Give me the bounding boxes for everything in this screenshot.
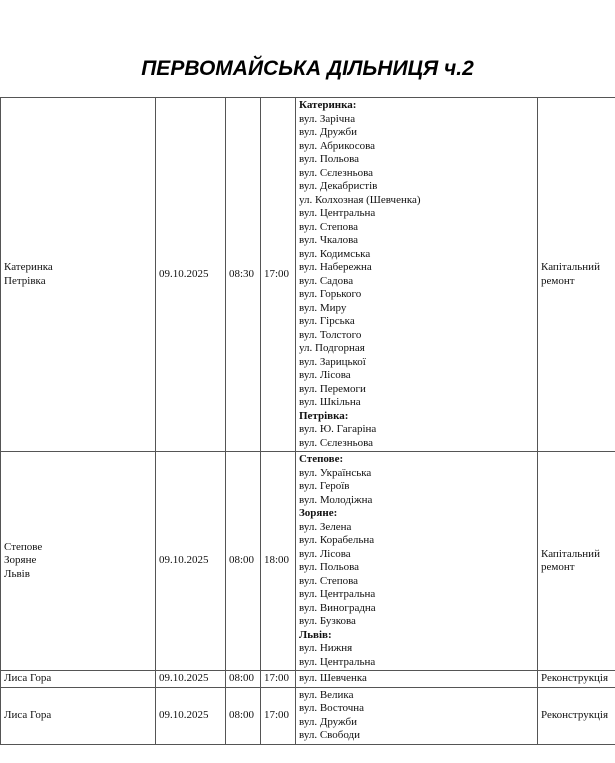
settlement-name: Зоряне — [4, 554, 37, 567]
street-name: вул. Центральна — [299, 207, 376, 219]
work-type: ремонт — [541, 274, 575, 287]
settlement-name: Катеринка — [4, 261, 53, 273]
settlement-heading-text: Зоряне: — [299, 507, 338, 519]
street-name: вул. Центральна — [299, 588, 376, 600]
work-type: Капітальний — [541, 547, 600, 560]
street-name: вул. Восточна — [299, 702, 364, 714]
street-name: вул. Степова — [299, 220, 359, 233]
settlement-name: Львів — [4, 567, 30, 580]
street-name: вул. Велика — [299, 688, 354, 701]
settlement-name: Лиса Гора — [4, 672, 52, 684]
street-name: вул. Чкалова — [299, 234, 359, 246]
street-name: вул. Польова — [299, 153, 360, 165]
settlement-heading: Степове: — [299, 453, 534, 467]
street-name: вул. Виноградна — [299, 601, 376, 614]
street-name: вул. Горького — [299, 288, 362, 300]
settlements-cell: Лиса Гора — [0, 686, 156, 745]
street-name: вул. Кодимська — [299, 247, 371, 260]
street-name: вул. Лісова — [299, 547, 351, 560]
street-name: вул. Центральна — [299, 655, 376, 668]
settlement-heading-text: Катеринка: — [299, 99, 357, 111]
street-name: вул. Свободи — [299, 729, 361, 741]
street-name: вул. Абрикосова — [299, 139, 376, 152]
settlements-cell: Лиса Гора — [0, 670, 156, 688]
street-name: вул. Молодіжна — [299, 493, 373, 506]
work-type: Реконструкція — [541, 672, 609, 684]
table-row: Катеринка Петрівка 09.10.2025 08:30 17:00 Кат… — [0, 97, 615, 452]
streets-cell: Степове: вул. Українська вул. Героїв вул. М… — [295, 451, 538, 671]
streets-cell: вул. Велика вул. Восточна вул. Дружби вул. … — [295, 686, 538, 745]
street-name: вул. Дружби — [299, 126, 357, 138]
end-cell: 17:00 — [260, 686, 296, 745]
street-name: вул. Сєлезньова — [299, 166, 374, 179]
work-type: Капітальний — [541, 261, 600, 273]
work-type: Реконструкція — [541, 708, 609, 721]
street-name: вул. Бузкова — [299, 615, 356, 627]
start-cell: 08:00 — [225, 451, 261, 671]
street-name: вул. Героїв — [299, 480, 350, 492]
street-name: вул. Зарічна — [299, 112, 356, 125]
settlement-name: Лиса Гора — [4, 708, 52, 721]
settlement-heading: Петрівка: — [299, 410, 534, 424]
start-cell: 08:00 — [225, 670, 261, 688]
work-type-cell: Реконструкція — [537, 686, 615, 745]
street-name: вул. Зелена — [299, 520, 352, 533]
street-name: вул. Корабельна — [299, 534, 375, 546]
street-name: вул. Декабристів — [299, 180, 378, 192]
street-name: вул. Перемоги — [299, 382, 366, 395]
settlement-heading-text: Львів: — [299, 628, 332, 641]
street-name: вул. Шевченка — [299, 672, 367, 684]
start-cell: 08:30 — [225, 97, 261, 452]
table-row: Лиса Гора 09.10.2025 08:00 17:00 вул. Шевчен… — [0, 670, 615, 688]
settlement-heading-text: Степове: — [299, 453, 344, 465]
street-name: вул. Набережна — [299, 261, 372, 273]
work-type-cell: Капітальний ремонт — [537, 451, 615, 671]
settlement-heading: Зоряне: — [299, 507, 534, 521]
street-name: вул. Сєлезньова — [299, 436, 374, 449]
settlements-cell: Степове Зоряне Львів — [0, 451, 156, 671]
table-row: Степове Зоряне Львів 09.10.2025 08:00 18:00 Ст… — [0, 451, 615, 671]
settlement-heading-text: Петрівка: — [299, 409, 349, 422]
date-cell: 09.10.2025 — [155, 670, 226, 688]
date-cell: 09.10.2025 — [155, 451, 226, 671]
streets-cell: Катеринка: вул. Зарічна вул. Дружби вул. Аб… — [295, 97, 538, 452]
street-name: вул. Толстого — [299, 328, 362, 341]
settlement-heading: Катеринка: — [299, 99, 534, 113]
settlement-name: Степове — [4, 540, 43, 553]
street-name: вул. Нижня — [299, 642, 353, 654]
end-cell: 18:00 — [260, 451, 296, 671]
date-cell: 09.10.2025 — [155, 686, 226, 745]
settlement-name: Петрівка — [4, 274, 46, 287]
street-name: вул. Українська — [299, 466, 372, 479]
street-name: вул. Дружби — [299, 715, 357, 728]
street-name: вул. Лісова — [299, 369, 351, 381]
streets-cell: вул. Шевченка — [295, 670, 538, 688]
street-name: вул. Шкільна — [299, 396, 361, 408]
street-name: ул. Колхозная (Шевченка) — [299, 193, 421, 206]
settlements-cell: Катеринка Петрівка — [0, 97, 156, 452]
table-row: Лиса Гора 09.10.2025 08:00 17:00 вул. Велика… — [0, 686, 615, 745]
end-cell: 17:00 — [260, 97, 296, 452]
street-name: вул. Степова — [299, 574, 359, 587]
street-name: вул. Ю. Гагаріна — [299, 423, 377, 435]
page-title: ПЕРВОМАЙСЬКА ДІЛЬНИЦЯ ч.2 — [141, 57, 474, 80]
street-name: вул. Садова — [299, 274, 354, 287]
street-name: вул. Зарицької — [299, 355, 366, 368]
work-type-cell: Реконструкція — [537, 670, 615, 688]
end-cell: 17:00 — [260, 670, 296, 688]
settlement-heading: Львів: — [299, 629, 534, 643]
date-cell: 09.10.2025 — [155, 97, 226, 452]
work-type-cell: Капітальний ремонт — [537, 97, 615, 452]
street-name: вул. Польова — [299, 561, 360, 573]
work-type: ремонт — [541, 561, 575, 573]
start-cell: 08:00 — [225, 686, 261, 745]
street-name: ул. Подгорная — [299, 342, 365, 354]
outage-schedule-table: Катеринка Петрівка 09.10.2025 08:30 17:00 Кат… — [0, 97, 615, 745]
street-name: вул. Гірська — [299, 315, 355, 327]
street-name: вул. Миру — [299, 301, 347, 314]
